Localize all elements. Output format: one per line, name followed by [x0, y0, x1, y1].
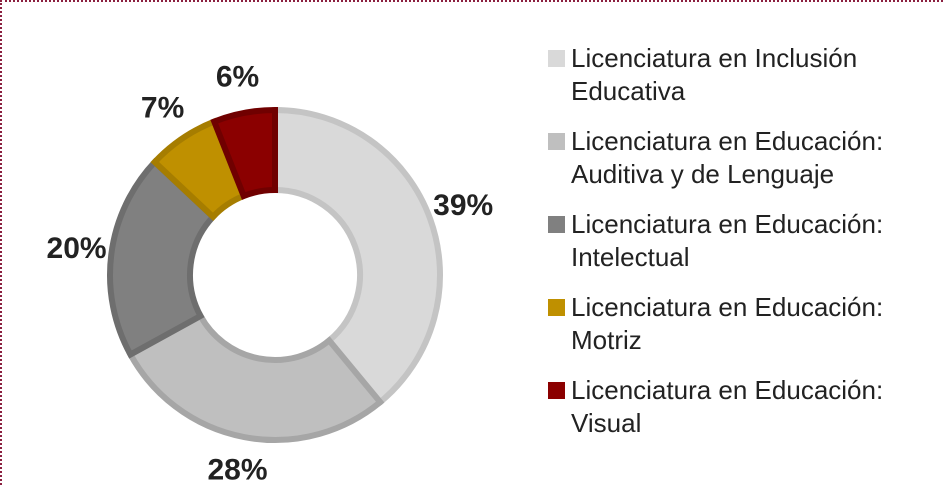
data-label: 6%: [216, 60, 259, 93]
data-label: 20%: [47, 232, 107, 265]
data-label: 39%: [433, 189, 493, 222]
legend-item: Licenciatura en Educación: Auditiva y de…: [548, 125, 940, 191]
legend-swatch: [548, 216, 565, 233]
legend-item: Licenciatura en Educación: Motriz: [548, 291, 940, 357]
legend-swatch: [548, 299, 565, 316]
legend-swatch: [548, 50, 565, 67]
legend-label: Licenciatura en Educación: Auditiva y de…: [571, 126, 884, 189]
data-label: 7%: [141, 92, 184, 125]
donut-segment: [107, 157, 218, 359]
legend: Licenciatura en Inclusión Educativa Licen…: [548, 42, 940, 457]
donut-segment: [126, 311, 385, 443]
donut-segment: [210, 106, 278, 200]
legend-label: Licenciatura en Educación: Intelectual: [571, 209, 884, 272]
legend-label: Licenciatura en Educación: Motriz: [571, 292, 884, 355]
legend-label: Licenciatura en Educación: Visual: [571, 375, 884, 438]
legend-item: Licenciatura en Inclusión Educativa: [548, 42, 940, 108]
legend-swatch: [548, 133, 565, 150]
legend-item: Licenciatura en Educación: Visual: [548, 374, 940, 440]
legend-swatch: [548, 382, 565, 399]
legend-label: Licenciatura en Inclusión Educativa: [571, 43, 858, 106]
donut-segment: [272, 106, 443, 407]
data-label: 28%: [208, 453, 268, 485]
legend-item: Licenciatura en Educación: Intelectual: [548, 208, 940, 274]
